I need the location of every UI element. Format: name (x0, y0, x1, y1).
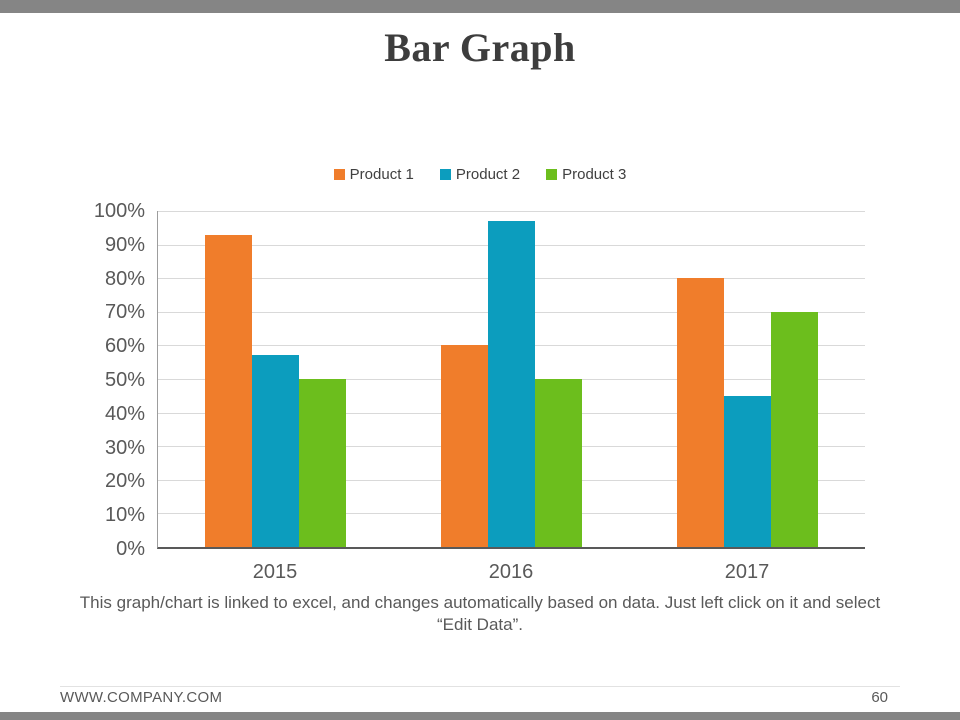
legend-swatch-icon (546, 169, 558, 180)
bar-product-1-2015[interactable] (205, 234, 253, 547)
x-tick-label-2015: 2015 (252, 561, 298, 583)
y-tick-label: 40% (104, 402, 145, 425)
bar-product-2-2016[interactable] (488, 221, 535, 547)
legend-label: Product 2 (455, 166, 521, 183)
bar-product-1-2016[interactable] (441, 345, 488, 547)
bar-group-2017 (629, 211, 865, 547)
bar-product-2-2017[interactable] (723, 395, 771, 547)
chart-legend: Product 1 Product 2 Product 3 (0, 166, 960, 183)
chart-caption: This graph/chart is linked to excel, and… (79, 593, 881, 635)
x-tick-label-2016: 2016 (488, 561, 534, 583)
bottom-accent-bar (0, 712, 960, 720)
bar-product-1-2017[interactable] (676, 278, 724, 547)
bar-groups (158, 211, 865, 547)
footer-divider (60, 686, 900, 687)
y-tick-label: 90% (104, 233, 145, 256)
legend-swatch-icon (439, 169, 451, 180)
y-tick-label: 100% (93, 200, 145, 222)
legend-item-product-3: Product 3 (546, 166, 626, 183)
bar-product-2-2015[interactable] (252, 355, 300, 547)
x-axis-labels: 2015 2016 2017 (157, 561, 865, 584)
plot-area[interactable] (157, 211, 865, 549)
footer-website: WWW.COMPANY.COM (60, 689, 223, 706)
y-tick-label: 30% (104, 436, 145, 459)
footer-page-number: 60 (871, 689, 888, 706)
bar-product-3-2015[interactable] (299, 379, 347, 547)
y-tick-label: 20% (104, 470, 145, 493)
x-tick-label-2017: 2017 (724, 561, 770, 583)
y-tick-label: 0% (116, 538, 145, 560)
y-tick-label: 80% (104, 267, 145, 290)
legend-item-product-2: Product 2 (439, 166, 521, 183)
legend-label: Product 3 (562, 166, 627, 183)
legend-label: Product 1 (349, 166, 414, 183)
y-axis-labels: 0% 10% 20% 30% 40% 50% 60% 70% 80% 90% 100% (50, 201, 145, 559)
y-tick-label: 10% (104, 504, 145, 527)
page-title: Bar Graph (384, 25, 576, 70)
legend-swatch-icon (333, 169, 345, 180)
bar-product-3-2016[interactable] (535, 379, 582, 547)
top-accent-bar (0, 0, 960, 13)
legend-item-product-1: Product 1 (333, 166, 414, 183)
bar-group-2016 (394, 211, 630, 547)
y-tick-label: 50% (104, 369, 145, 391)
gridline (158, 211, 865, 212)
bar-product-3-2017[interactable] (770, 311, 818, 547)
bar-group-2015 (158, 211, 394, 547)
y-tick-label: 60% (104, 335, 145, 358)
y-tick-label: 70% (104, 301, 145, 324)
